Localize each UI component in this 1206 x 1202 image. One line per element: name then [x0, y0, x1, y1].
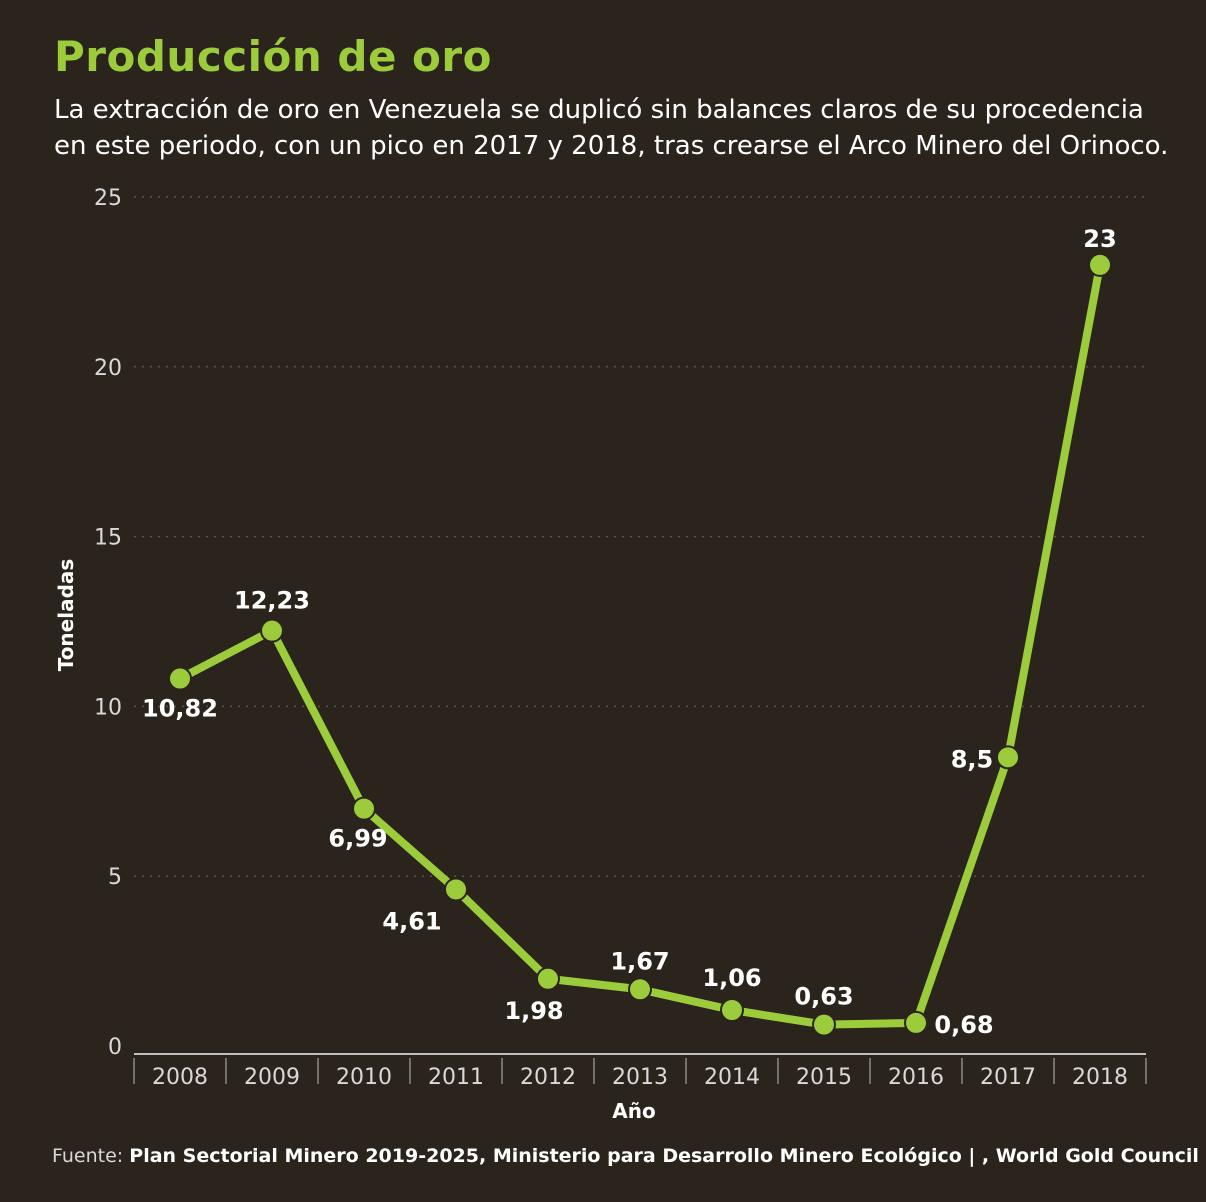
data-point — [444, 877, 468, 902]
source-text: Plan Sectorial Minero 2019-2025, Ministe… — [129, 1145, 1199, 1167]
y-tick-label: 5 — [108, 865, 122, 890]
x-axis-title: Año — [612, 1099, 655, 1123]
data-point — [1088, 252, 1112, 277]
y-tick-label: 15 — [94, 526, 122, 551]
data-point — [996, 745, 1020, 770]
x-tick-label: 2009 — [244, 1065, 300, 1090]
data-label: 12,23 — [234, 587, 310, 615]
data-label: 6,99 — [328, 825, 387, 853]
series-line — [176, 260, 1104, 1029]
series-points — [168, 252, 1112, 1037]
series-line-layer — [176, 260, 1104, 1029]
data-point — [812, 1012, 836, 1037]
data-point — [536, 966, 560, 991]
x-axis-ticks: 2008 2009 2010 2011 2012 2013 2014 2015 2016 2017… — [152, 1065, 1128, 1090]
x-axis — [133, 1053, 1147, 1084]
y-tick-label: 25 — [94, 186, 122, 211]
y-tick-label: 0 — [108, 1035, 122, 1060]
data-point — [352, 796, 376, 821]
data-point — [168, 666, 192, 691]
data-point — [628, 977, 652, 1002]
y-axis-ticks: 0 5 10 15 20 25 — [94, 186, 122, 1060]
data-label: 0,63 — [794, 983, 853, 1011]
data-label: 1,98 — [504, 997, 563, 1025]
x-tick-label: 2017 — [980, 1065, 1036, 1090]
data-labels: 10,82 12,23 6,99 4,61 1,98 1,67 1,06 0,63 0,68 8,… — [142, 225, 1117, 1039]
x-tick-label: 2015 — [796, 1065, 852, 1090]
data-label: 23 — [1083, 225, 1116, 253]
y-axis-title: Toneladas — [54, 559, 78, 672]
data-point — [904, 1010, 928, 1035]
y-tick-label: 20 — [94, 356, 122, 381]
data-label: 1,67 — [610, 947, 669, 975]
chart-subtitle: La extracción de oro en Venezuela se dup… — [54, 95, 1169, 161]
x-tick-label: 2014 — [704, 1065, 760, 1090]
x-tick-label: 2010 — [336, 1065, 392, 1090]
data-label: 0,68 — [934, 1011, 993, 1039]
x-tick-label: 2011 — [428, 1065, 484, 1090]
data-label: 4,61 — [382, 907, 441, 935]
x-tick-label: 2013 — [612, 1065, 668, 1090]
data-label: 1,06 — [702, 964, 761, 992]
x-tick-label: 2008 — [152, 1065, 208, 1090]
source-label: Fuente: — [52, 1145, 124, 1167]
x-tick-label: 2018 — [1072, 1065, 1128, 1090]
source-note: Fuente: Plan Sectorial Minero 2019-2025,… — [52, 1145, 1199, 1167]
data-point — [260, 618, 284, 643]
x-tick-label: 2012 — [520, 1065, 576, 1090]
x-tick-label: 2016 — [888, 1065, 944, 1090]
grid-lines — [134, 196, 1150, 877]
chart-title: Producción de oro — [54, 32, 492, 81]
y-tick-label: 10 — [94, 695, 122, 720]
data-label: 8,5 — [951, 745, 994, 773]
data-point — [720, 998, 744, 1023]
data-label: 10,82 — [142, 695, 218, 723]
